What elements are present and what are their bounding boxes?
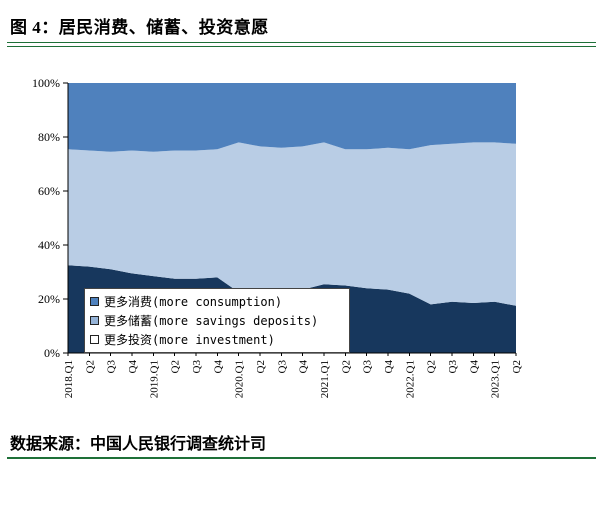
x-tick-label: Q4 xyxy=(468,360,480,374)
bottom-divider xyxy=(7,457,596,459)
chart-canvas: 0% 20% 40% 60% 80% 100% 2018.Q1 Q2 Q3 Q4 2019.Q1 Q2… xyxy=(32,76,523,398)
area-consumption xyxy=(68,83,516,152)
y-tick-label: 80% xyxy=(38,130,60,144)
stacked-area-chart: 0% 20% 40% 60% 80% 100% 2018.Q1 Q2 Q3 Q4 2019.Q1 Q2… xyxy=(24,62,564,418)
x-tick-label: 2018.Q1 xyxy=(63,360,75,398)
legend-label-investment: 更多投资(more investment) xyxy=(104,333,275,347)
legend-swatch-investment-icon xyxy=(90,335,99,344)
legend-item-savings: 更多储蓄(more savings deposits) xyxy=(90,311,344,330)
y-tick-label: 40% xyxy=(38,238,60,252)
title-divider xyxy=(7,42,596,47)
x-tick-label: Q2 xyxy=(340,360,352,373)
legend-label-consumption: 更多消费(more consumption) xyxy=(104,295,283,309)
y-tick-label: 0% xyxy=(44,346,60,360)
x-tick-label: 2021.Q1 xyxy=(319,360,331,398)
legend-swatch-savings-icon xyxy=(90,316,99,325)
figure-title: 图 4：居民消费、储蓄、投资意愿 xyxy=(10,18,269,37)
legend-swatch-consumption-icon xyxy=(90,297,99,306)
x-tick-label: Q4 xyxy=(298,360,310,374)
y-tick-label: 20% xyxy=(38,292,60,306)
x-tick-label: 2020.Q1 xyxy=(234,360,246,398)
x-tick-label: Q3 xyxy=(362,360,374,374)
legend-item-investment: 更多投资(more investment) xyxy=(90,330,344,349)
x-tick-label: Q2 xyxy=(84,360,96,373)
x-tick-label: Q3 xyxy=(276,360,288,374)
x-tick-label: Q2 xyxy=(511,360,523,373)
x-tick-label: Q2 xyxy=(255,360,267,373)
x-tick-label: Q4 xyxy=(383,360,395,374)
x-tick-label: Q3 xyxy=(447,360,459,374)
x-tick-label: 2022.Q1 xyxy=(404,360,416,398)
x-tick-label: 2023.Q1 xyxy=(490,360,502,398)
data-source: 数据来源：中国人民银行调查统计司 xyxy=(10,436,267,453)
legend-item-consumption: 更多消费(more consumption) xyxy=(90,292,344,311)
legend-label-savings: 更多储蓄(more savings deposits) xyxy=(104,314,319,328)
x-tick-label: Q2 xyxy=(426,360,438,373)
x-tick-label: Q3 xyxy=(191,360,203,374)
y-tick-label: 60% xyxy=(38,184,60,198)
x-tick-label: Q4 xyxy=(127,360,139,374)
x-tick-label: Q3 xyxy=(106,360,118,374)
area-savings xyxy=(68,142,516,306)
x-tick-label: Q2 xyxy=(170,360,182,373)
x-tick-label: Q4 xyxy=(212,360,224,374)
chart-legend: 更多消费(more consumption) 更多储蓄(more savings… xyxy=(84,288,350,353)
y-tick-label: 100% xyxy=(32,76,60,90)
x-tick-label: 2019.Q1 xyxy=(148,360,160,398)
